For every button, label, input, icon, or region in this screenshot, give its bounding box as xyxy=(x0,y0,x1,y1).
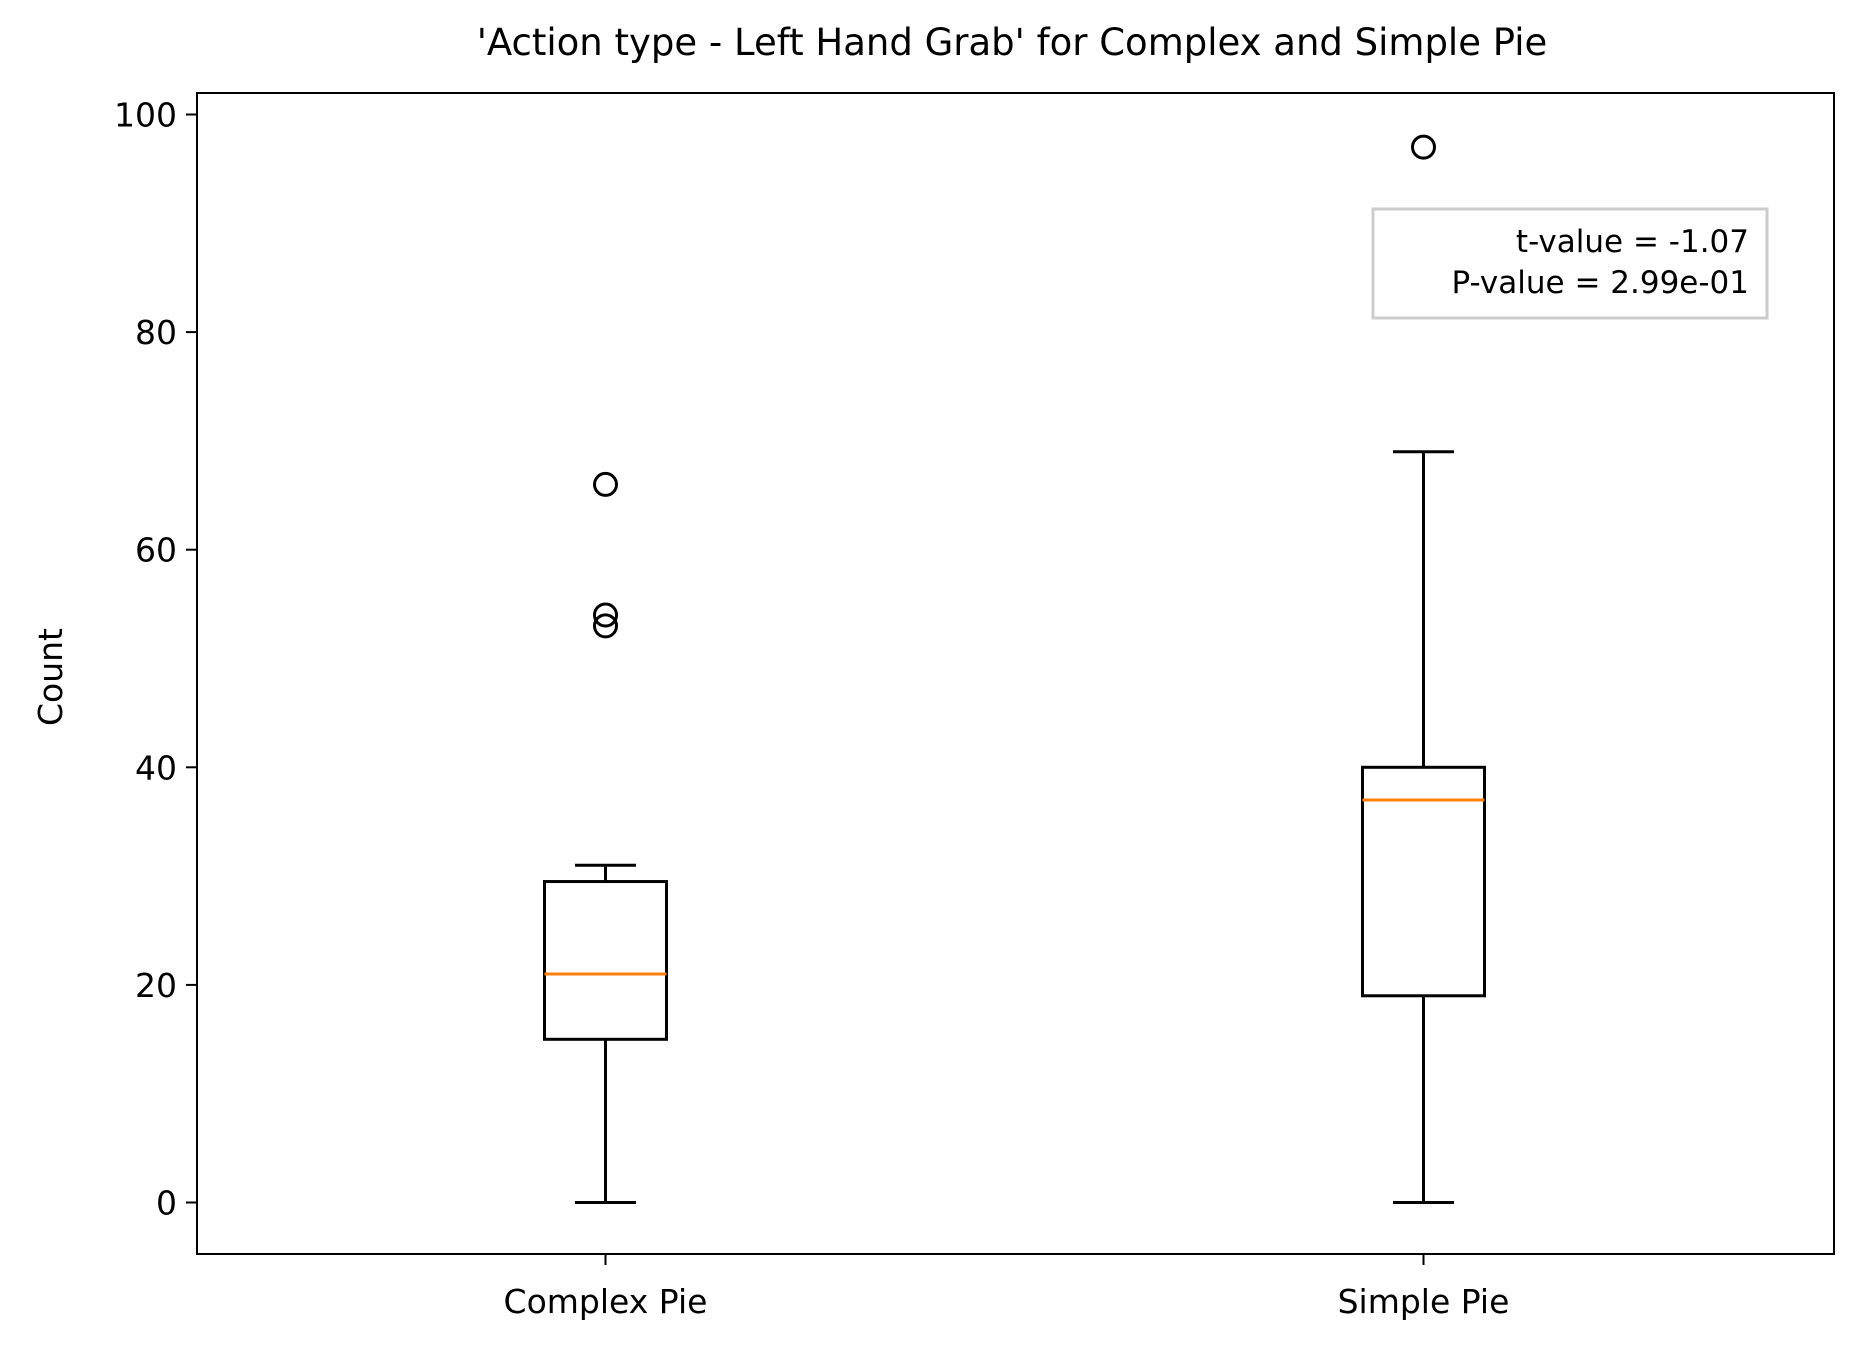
y-axis-ticks: 0 20 40 60 80 100 xyxy=(114,96,197,1223)
iqr-box xyxy=(1361,765,1486,998)
x-tick-label: Complex Pie xyxy=(504,1282,708,1321)
stats-annotation: t-value = -1.07 P-value = 2.99e-01 xyxy=(1371,207,1769,320)
y-tick-label: 60 xyxy=(135,531,177,570)
outlier-point xyxy=(593,613,618,639)
box-series xyxy=(543,134,1486,1204)
box-complex-pie xyxy=(543,471,668,1204)
x-tick-label: Simple Pie xyxy=(1338,1282,1510,1321)
iqr-box xyxy=(543,880,668,1041)
chart-title: 'Action type - Left Hand Grab' for Compl… xyxy=(477,21,1548,64)
y-tick-label: 100 xyxy=(114,96,177,135)
y-tick-label: 20 xyxy=(135,966,177,1005)
annotation-line: P-value = 2.99e-01 xyxy=(1452,265,1749,301)
y-tick-label: 0 xyxy=(156,1184,177,1223)
plot-area-frame xyxy=(196,92,1835,1255)
outlier-point xyxy=(593,471,618,497)
annotation-line: t-value = -1.07 xyxy=(1516,224,1749,260)
y-tick-label: 40 xyxy=(135,748,177,787)
x-axis-ticks: Complex Pie Simple Pie xyxy=(504,1254,1510,1321)
annotation-box xyxy=(1371,207,1769,320)
y-tick-label: 80 xyxy=(135,313,177,352)
box-simple-pie xyxy=(1361,134,1486,1204)
y-axis-label: Count xyxy=(31,628,70,726)
outlier-point xyxy=(593,602,618,628)
outlier-point xyxy=(1411,134,1436,160)
